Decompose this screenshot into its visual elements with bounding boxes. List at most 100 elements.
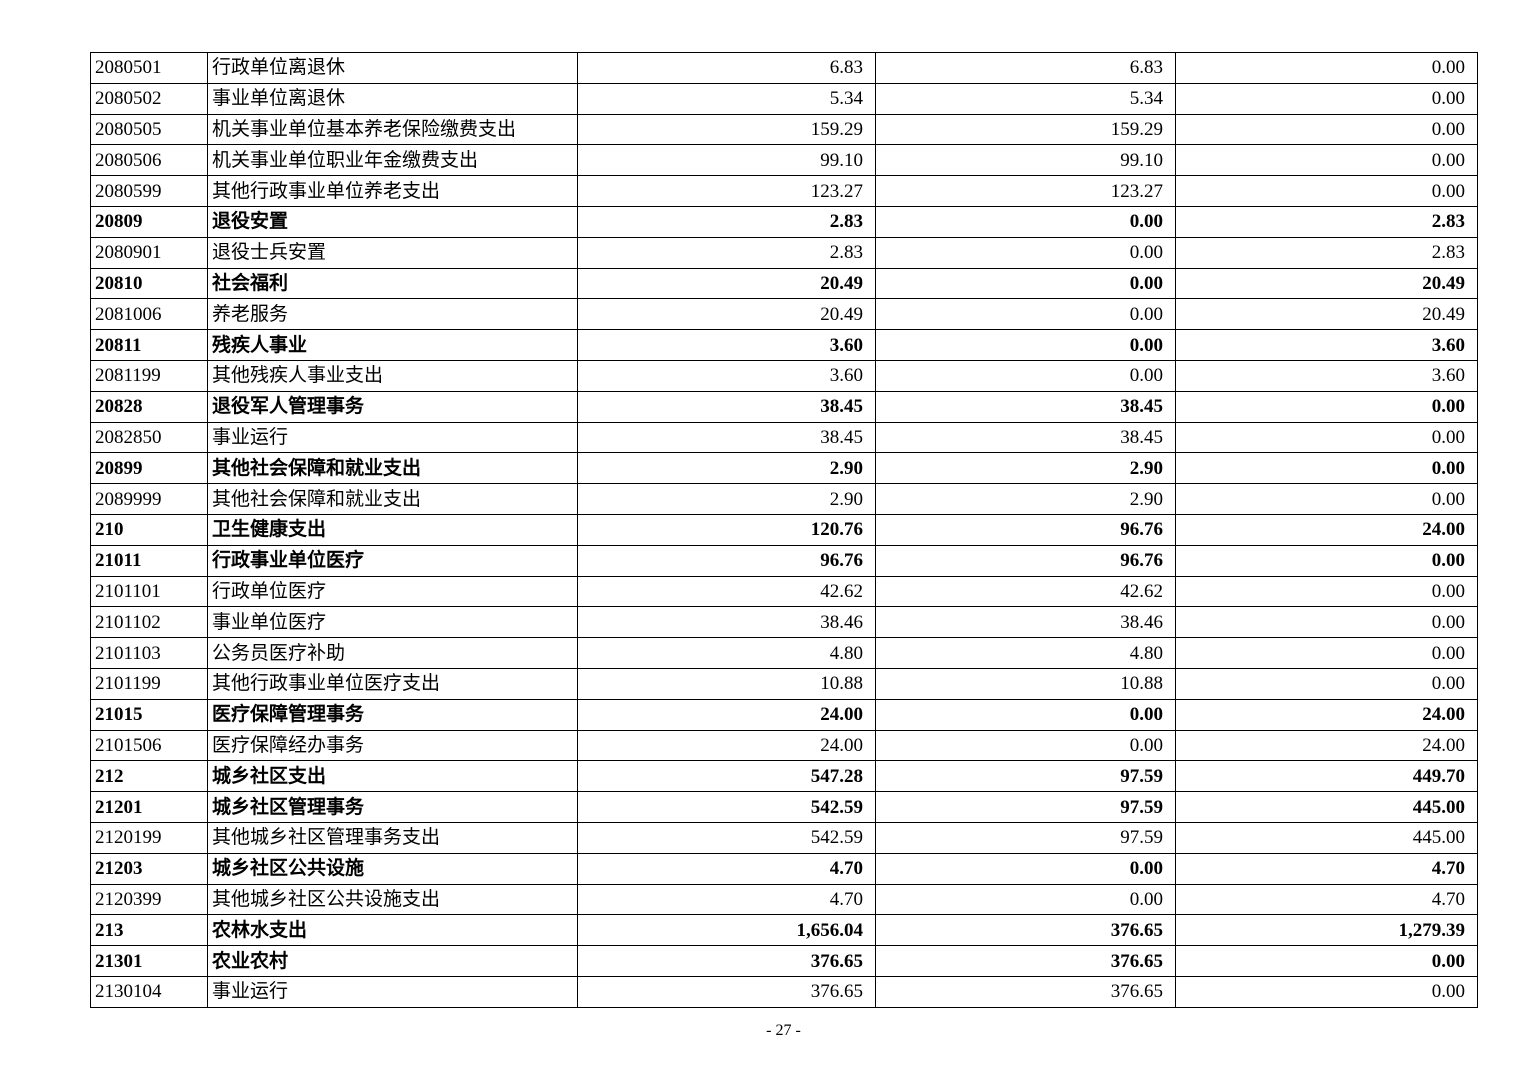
table-row: 2101102 事业单位医疗 38.46 38.46 0.00 [90, 606, 1478, 639]
table-row: 21011 行政事业单位医疗 96.76 96.76 0.00 [90, 544, 1478, 577]
cell-budget-code: 2101103 [90, 637, 208, 669]
table-row: 2101199 其他行政事业单位医疗支出 10.88 10.88 0.00 [90, 667, 1478, 700]
cell-amount-col2: 376.65 [875, 975, 1176, 1008]
cell-budget-code: 20809 [90, 205, 208, 238]
cell-item-name: 城乡社区公共设施 [207, 852, 578, 885]
cell-amount-col2: 42.62 [875, 575, 1176, 608]
table-row: 2101506 医疗保障经办事务 24.00 0.00 24.00 [90, 729, 1478, 762]
table-row: 20899 其他社会保障和就业支出 2.90 2.90 0.00 [90, 452, 1478, 485]
cell-amount-total: 376.65 [577, 945, 876, 977]
cell-amount-col2: 99.10 [875, 144, 1176, 177]
cell-budget-code: 2120399 [90, 883, 208, 916]
cell-amount-col3: 0.00 [1175, 945, 1478, 977]
cell-amount-col2: 376.65 [875, 945, 1176, 977]
cell-item-name: 养老服务 [207, 298, 578, 331]
cell-amount-total: 3.60 [577, 359, 876, 392]
cell-amount-col3: 2.83 [1175, 236, 1478, 269]
cell-item-name: 其他社会保障和就业支出 [207, 483, 578, 515]
cell-amount-total: 542.59 [577, 821, 876, 854]
cell-amount-col2: 97.59 [875, 821, 1176, 854]
cell-budget-code: 2130104 [90, 975, 208, 1008]
table-row: 2081199 其他残疾人事业支出 3.60 0.00 3.60 [90, 359, 1478, 392]
cell-amount-total: 2.90 [577, 452, 876, 485]
cell-budget-code: 2081199 [90, 359, 208, 392]
table-row: 2080599 其他行政事业单位养老支出 123.27 123.27 0.00 [90, 175, 1478, 207]
cell-item-name: 医疗保障经办事务 [207, 729, 578, 762]
cell-budget-code: 2101506 [90, 729, 208, 762]
cell-item-name: 行政单位离退休 [207, 52, 578, 84]
cell-item-name: 事业单位离退休 [207, 82, 578, 115]
cell-item-name: 退役安置 [207, 205, 578, 238]
cell-amount-total: 2.83 [577, 205, 876, 238]
cell-amount-col2: 0.00 [875, 698, 1176, 731]
cell-budget-code: 21201 [90, 791, 208, 823]
cell-budget-code: 2080506 [90, 144, 208, 177]
table-row: 2101101 行政单位医疗 42.62 42.62 0.00 [90, 575, 1478, 608]
cell-budget-code: 20828 [90, 390, 208, 423]
cell-amount-col2: 0.00 [875, 205, 1176, 238]
cell-amount-col2: 0.00 [875, 883, 1176, 916]
cell-amount-col3: 3.60 [1175, 359, 1478, 392]
cell-item-name: 行政单位医疗 [207, 575, 578, 608]
cell-item-name: 机关事业单位职业年金缴费支出 [207, 144, 578, 177]
cell-amount-col3: 0.00 [1175, 144, 1478, 177]
cell-amount-col3: 0.00 [1175, 390, 1478, 423]
cell-item-name: 其他行政事业单位养老支出 [207, 175, 578, 207]
table-row: 2089999 其他社会保障和就业支出 2.90 2.90 0.00 [90, 483, 1478, 515]
cell-amount-col2: 0.00 [875, 729, 1176, 762]
cell-budget-code: 212 [90, 760, 208, 793]
cell-amount-col2: 10.88 [875, 667, 1176, 700]
budget-table-body: 2080501 行政单位离退休 6.83 6.83 0.00 2080502 事业单位离退休… [90, 52, 1478, 1008]
cell-amount-col3: 0.00 [1175, 175, 1478, 207]
cell-amount-total: 120.76 [577, 513, 876, 546]
cell-amount-col3: 0.00 [1175, 575, 1478, 608]
table-row: 21301 农业农村 376.65 376.65 0.00 [90, 945, 1478, 977]
cell-budget-code: 2089999 [90, 483, 208, 515]
cell-budget-code: 20810 [90, 267, 208, 300]
cell-item-name: 卫生健康支出 [207, 513, 578, 546]
table-row: 21201 城乡社区管理事务 542.59 97.59 445.00 [90, 791, 1478, 823]
cell-amount-total: 542.59 [577, 791, 876, 823]
cell-amount-col2: 376.65 [875, 914, 1176, 947]
cell-amount-col3: 3.60 [1175, 329, 1478, 361]
cell-amount-col2: 123.27 [875, 175, 1176, 207]
cell-amount-col2: 96.76 [875, 544, 1176, 577]
page-number: - 27 - [766, 1022, 801, 1039]
cell-budget-code: 2081006 [90, 298, 208, 331]
cell-amount-total: 99.10 [577, 144, 876, 177]
table-row: 2080501 行政单位离退休 6.83 6.83 0.00 [90, 52, 1478, 84]
table-row: 212 城乡社区支出 547.28 97.59 449.70 [90, 760, 1478, 793]
cell-item-name: 事业运行 [207, 975, 578, 1008]
cell-amount-col3: 0.00 [1175, 452, 1478, 485]
cell-amount-col3: 24.00 [1175, 729, 1478, 762]
table-row: 20810 社会福利 20.49 0.00 20.49 [90, 267, 1478, 300]
cell-amount-total: 20.49 [577, 298, 876, 331]
cell-amount-col3: 24.00 [1175, 513, 1478, 546]
cell-item-name: 其他城乡社区公共设施支出 [207, 883, 578, 916]
cell-amount-total: 2.90 [577, 483, 876, 515]
cell-item-name: 医疗保障管理事务 [207, 698, 578, 731]
cell-amount-total: 376.65 [577, 975, 876, 1008]
cell-amount-col3: 2.83 [1175, 205, 1478, 238]
budget-expenditure-table: 2080501 行政单位离退休 6.83 6.83 0.00 2080502 事业单位离退休… [90, 52, 1478, 1008]
cell-budget-code: 20811 [90, 329, 208, 361]
cell-item-name: 其他行政事业单位医疗支出 [207, 667, 578, 700]
table-row: 2101103 公务员医疗补助 4.80 4.80 0.00 [90, 637, 1478, 669]
cell-budget-code: 2080502 [90, 82, 208, 115]
table-row: 20811 残疾人事业 3.60 0.00 3.60 [90, 329, 1478, 361]
cell-amount-total: 4.70 [577, 883, 876, 916]
cell-item-name: 其他残疾人事业支出 [207, 359, 578, 392]
cell-budget-code: 213 [90, 914, 208, 947]
cell-item-name: 事业单位医疗 [207, 606, 578, 639]
cell-amount-col3: 0.00 [1175, 637, 1478, 669]
cell-amount-total: 2.83 [577, 236, 876, 269]
table-row: 2082850 事业运行 38.45 38.45 0.00 [90, 421, 1478, 454]
cell-item-name: 农林水支出 [207, 914, 578, 947]
cell-item-name: 行政事业单位医疗 [207, 544, 578, 577]
cell-budget-code: 2080599 [90, 175, 208, 207]
table-row: 2120199 其他城乡社区管理事务支出 542.59 97.59 445.00 [90, 821, 1478, 854]
cell-amount-col3: 0.00 [1175, 82, 1478, 115]
cell-item-name: 残疾人事业 [207, 329, 578, 361]
cell-budget-code: 21203 [90, 852, 208, 885]
cell-item-name: 退役军人管理事务 [207, 390, 578, 423]
